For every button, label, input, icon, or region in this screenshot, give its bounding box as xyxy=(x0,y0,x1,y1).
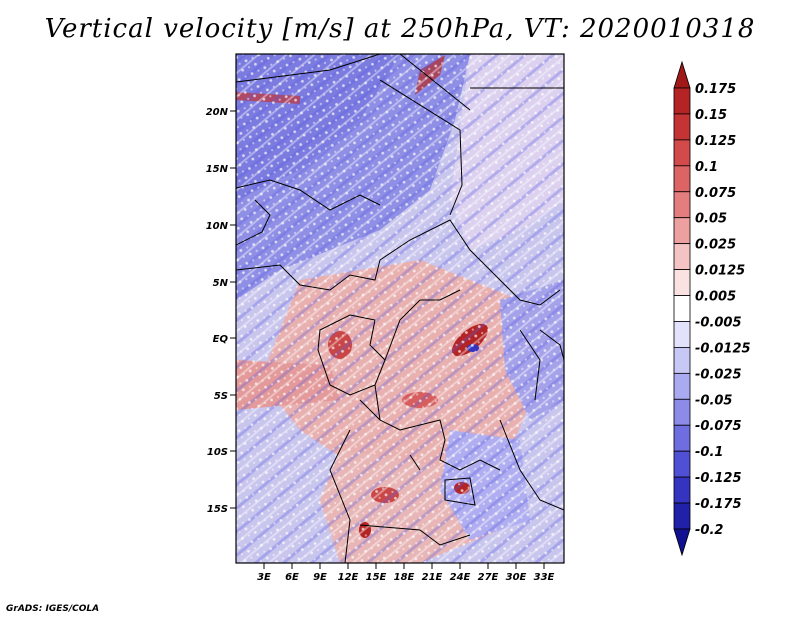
lon-label: 27E xyxy=(478,572,499,583)
colorbar-segment xyxy=(673,398,691,426)
lon-label: 21E xyxy=(422,572,443,583)
lat-label: 10N xyxy=(206,221,229,232)
lon-label: 30E xyxy=(506,572,527,583)
colorbar-bottom-arrow xyxy=(673,528,691,557)
colorbar-segment xyxy=(673,424,691,452)
colorbar-label: 0.125 xyxy=(695,134,736,149)
lat-label: 10S xyxy=(207,447,228,458)
latitude-axis: 20N 15N 10N 5N EQ 5S 10S 15S xyxy=(206,107,236,515)
lat-label: EQ xyxy=(213,334,229,345)
colorbar-segment xyxy=(673,372,691,400)
colorbar-top-arrow xyxy=(673,60,691,89)
colorbar-segment xyxy=(673,217,691,245)
colorbar-segment xyxy=(673,476,691,504)
lat-label: 5S xyxy=(214,391,228,402)
colorbar-segment xyxy=(673,113,691,141)
colorbar-segment xyxy=(673,269,691,296)
colorbar-labels: 0.175 0.15 0.125 0.1 0.075 0.05 0.025 0.0125 0.0… xyxy=(695,82,751,538)
colorbar-segment xyxy=(673,502,691,530)
colorbar-segment xyxy=(673,347,691,374)
colorbar-label: -0.075 xyxy=(695,419,742,434)
lon-label: 24E xyxy=(450,572,471,583)
lat-label: 15S xyxy=(207,504,228,515)
colorbar-label: -0.2 xyxy=(695,523,723,538)
colorbar-label: 0.025 xyxy=(695,238,736,253)
colorbar-label: -0.005 xyxy=(695,315,742,330)
lat-label: 15N xyxy=(206,164,229,175)
colorbar-segment xyxy=(673,87,691,115)
country-borders xyxy=(236,54,564,563)
colorbar-label: 0.005 xyxy=(695,290,736,305)
lon-label: 9E xyxy=(313,572,327,583)
colorbar-label: 0.05 xyxy=(695,212,727,227)
colorbar-segment xyxy=(673,191,691,219)
colorbar-segment xyxy=(673,450,691,478)
lon-label: 15E xyxy=(366,572,387,583)
software-credit: GrADS: IGES/COLA xyxy=(6,604,100,614)
lon-label: 12E xyxy=(338,572,359,583)
colorbar-label: -0.175 xyxy=(695,497,742,512)
colorbar-segment xyxy=(673,321,691,348)
colorbar-label: 0.175 xyxy=(695,82,736,97)
lon-label: 33E xyxy=(534,572,555,583)
lat-label: 5N xyxy=(213,278,229,289)
lat-label: 20N xyxy=(206,107,229,118)
colorbar-segment xyxy=(673,243,691,270)
colorbar-label: -0.1 xyxy=(695,445,723,460)
lon-label: 18E xyxy=(394,572,415,583)
map-title: Vertical velocity [m/s] at 250hPa, VT: 2… xyxy=(44,14,756,44)
colorbar-label: 0.075 xyxy=(695,186,736,201)
colorbar-label: -0.0125 xyxy=(695,341,751,356)
colorbar-label: -0.125 xyxy=(695,471,742,486)
map-frame xyxy=(235,53,565,564)
colorbar-label: -0.025 xyxy=(695,367,742,382)
colorbar-label: -0.05 xyxy=(695,393,732,408)
lon-label: 6E xyxy=(285,572,299,583)
colorbar xyxy=(673,60,691,557)
lon-label: 3E xyxy=(257,572,271,583)
longitude-axis: 3E 6E 9E 12E 15E 18E 21E 24E 27E 30E 33E xyxy=(257,563,555,583)
colorbar-segment xyxy=(673,295,691,322)
velocity-field xyxy=(236,54,564,563)
colorbar-label: 0.1 xyxy=(695,160,718,175)
colorbar-segment xyxy=(673,139,691,167)
colorbar-label: 0.15 xyxy=(695,108,727,123)
colorbar-segment xyxy=(673,165,691,193)
colorbar-label: 0.0125 xyxy=(695,264,745,279)
